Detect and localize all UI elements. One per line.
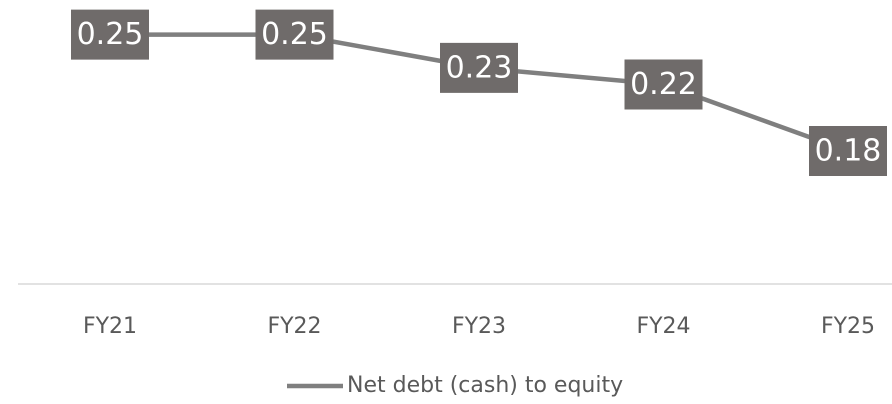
data-label-box bbox=[255, 9, 334, 60]
data-label: 0.23 bbox=[440, 42, 518, 93]
data-label-text: 0.22 bbox=[630, 67, 697, 102]
data-label-text: 0.25 bbox=[77, 17, 144, 52]
data-label: 0.25 bbox=[255, 9, 334, 60]
data-label-box bbox=[624, 59, 703, 110]
data-label-box bbox=[809, 126, 887, 176]
x-tick-label: FY25 bbox=[821, 314, 875, 339]
data-label: 0.22 bbox=[624, 59, 703, 110]
data-label: 0.18 bbox=[809, 126, 887, 176]
x-tick-label: FY23 bbox=[452, 314, 506, 339]
x-tick-label: FY24 bbox=[636, 314, 690, 339]
x-tick-label: FY21 bbox=[83, 314, 137, 339]
data-label: 0.25 bbox=[71, 9, 149, 60]
data-label-text: 0.18 bbox=[815, 134, 882, 169]
data-label-text: 0.23 bbox=[446, 50, 513, 85]
data-label-box bbox=[71, 9, 149, 60]
data-label-box bbox=[440, 42, 518, 93]
data-label-text: 0.25 bbox=[261, 17, 328, 52]
legend-label: Net debt (cash) to equity bbox=[347, 373, 623, 398]
x-tick-label: FY22 bbox=[267, 314, 321, 339]
